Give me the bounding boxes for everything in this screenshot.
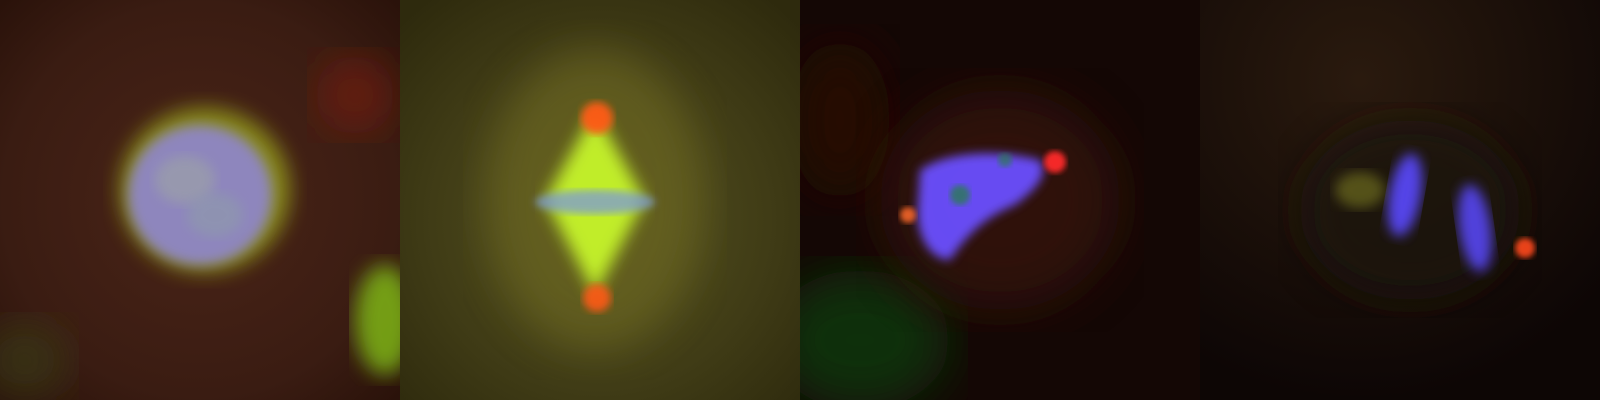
centrosome-left	[900, 207, 916, 223]
neighbor-cell-green	[800, 270, 950, 400]
chromatid-set-right	[1458, 184, 1492, 272]
chromatid-set-left	[1387, 153, 1423, 237]
midzone-signal	[1335, 172, 1385, 208]
micrograph-panel-metaphase	[400, 0, 800, 400]
centrosome-right	[1044, 151, 1066, 173]
spindle-pole-bottom	[583, 284, 611, 312]
metaphase-plate-dna	[535, 190, 655, 214]
micrograph-panel-prophase	[0, 0, 400, 400]
cell-image-anaphase	[1200, 0, 1600, 400]
cell-image-prophase	[0, 0, 400, 400]
cell-image-prometaphase	[800, 0, 1200, 400]
chromosome-mass	[917, 153, 1044, 260]
micrograph-panel-prometaphase	[800, 0, 1200, 400]
micrograph-panel-anaphase	[1200, 0, 1600, 400]
neighbor-cell-edge	[355, 265, 400, 375]
centrosome-right	[1515, 238, 1535, 258]
spindle-pole-top	[581, 102, 613, 134]
cell-image-metaphase	[400, 0, 800, 400]
background-cell-blob	[315, 55, 395, 135]
